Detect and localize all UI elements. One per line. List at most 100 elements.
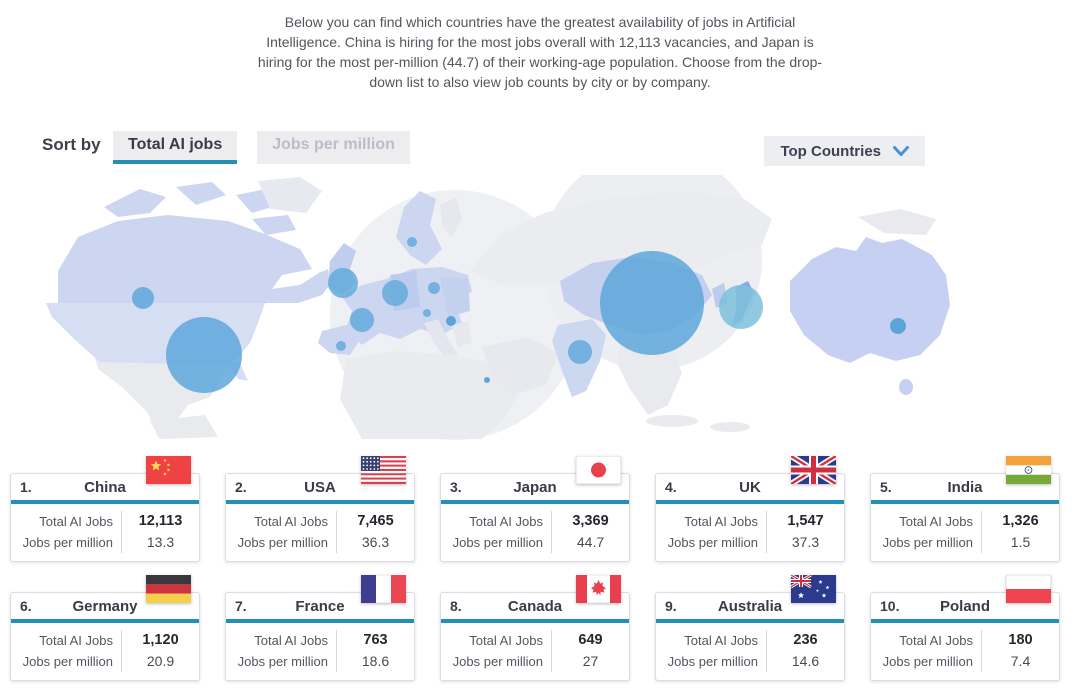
country-card-uk[interactable]: 4. UK Total AI Jobs 1,547 Jobs per milli… xyxy=(655,456,845,562)
intro-text: Below you can find which countries have … xyxy=(257,14,823,90)
tab-total-ai-jobs[interactable]: Total AI jobs xyxy=(113,131,238,164)
country-card-germany[interactable]: 6. Germany Total AI Jobs 1,120 Jobs per … xyxy=(10,575,200,681)
total-jobs-label: Total AI Jobs xyxy=(254,633,328,648)
total-jobs-label: Total AI Jobs xyxy=(684,514,758,529)
total-jobs-label: Total AI Jobs xyxy=(254,514,328,529)
total-jobs-value: 763 xyxy=(336,630,414,651)
canada-flag-icon xyxy=(576,575,621,603)
india-flag-icon xyxy=(1006,456,1051,484)
rank-label: 4. xyxy=(665,479,677,495)
japan-flag-icon xyxy=(576,456,621,484)
country-card-poland[interactable]: 10. Poland Total AI Jobs 180 Jobs per mi… xyxy=(870,575,1060,681)
country-card-australia[interactable]: 9. Australia Total AI Jobs 236 Jobs per … xyxy=(655,575,845,681)
rank-label: 5. xyxy=(880,479,892,495)
country-name: Canada xyxy=(507,598,563,615)
country-card-india[interactable]: 5. India Total AI Jobs 1,326 Jobs per mi… xyxy=(870,456,1060,562)
per-million-label: Jobs per million xyxy=(22,535,113,550)
country-card-japan[interactable]: 3. Japan Total AI Jobs 3,369 Jobs per mi… xyxy=(440,456,630,562)
accent-bar xyxy=(871,619,1059,623)
per-million-label: Jobs per million xyxy=(882,654,973,669)
map-bubble-spain[interactable] xyxy=(336,341,346,351)
total-jobs-value: 3,369 xyxy=(551,511,629,532)
per-million-label: Jobs per million xyxy=(452,654,543,669)
total-jobs-value: 7,465 xyxy=(336,511,414,532)
map-bubbles[interactable] xyxy=(132,237,906,393)
top-countries-dropdown[interactable]: Top Countries xyxy=(764,136,925,166)
per-million-label: Jobs per million xyxy=(882,535,973,550)
country-cards: 1. China Total AI Jobs 12,113 Jobs per m… xyxy=(10,456,1060,681)
uk-flag-icon xyxy=(791,456,836,484)
rank-label: 6. xyxy=(20,598,32,614)
map-bubble-israel[interactable] xyxy=(484,377,490,383)
chevron-down-icon xyxy=(893,145,909,156)
map-bubble-uk[interactable] xyxy=(328,268,358,298)
per-million-value: 20.9 xyxy=(121,651,199,672)
accent-bar xyxy=(11,500,199,504)
per-million-label: Jobs per million xyxy=(22,654,113,669)
accent-bar xyxy=(11,619,199,623)
usa-flag-icon xyxy=(361,456,406,484)
country-name: USA xyxy=(304,479,336,496)
per-million-value: 13.3 xyxy=(121,532,199,553)
country-name: France xyxy=(295,598,345,615)
map-bubble-china[interactable] xyxy=(600,251,704,355)
country-name: Japan xyxy=(513,479,557,496)
total-jobs-label: Total AI Jobs xyxy=(469,514,543,529)
per-million-value: 1.5 xyxy=(981,532,1059,553)
per-million-value: 7.4 xyxy=(981,651,1059,672)
rank-label: 1. xyxy=(20,479,32,495)
total-jobs-value: 1,120 xyxy=(121,630,199,651)
map-bubble-germany[interactable] xyxy=(382,280,408,306)
total-jobs-label: Total AI Jobs xyxy=(899,633,973,648)
world-map xyxy=(0,150,1080,440)
sort-by-label: Sort by xyxy=(42,135,101,154)
total-jobs-label: Total AI Jobs xyxy=(39,633,113,648)
per-million-value: 44.7 xyxy=(551,532,629,553)
total-jobs-value: 236 xyxy=(766,630,844,651)
country-card-china[interactable]: 1. China Total AI Jobs 12,113 Jobs per m… xyxy=(10,456,200,562)
map-bubble-netherlands[interactable] xyxy=(428,282,440,294)
accent-bar xyxy=(871,500,1059,504)
map-bubble-sweden[interactable] xyxy=(407,237,417,247)
map-bubble-australia[interactable] xyxy=(890,318,906,334)
country-name: Poland xyxy=(939,598,990,615)
poland-flag-icon xyxy=(1006,575,1051,603)
map-bubble-austria[interactable] xyxy=(423,309,431,317)
per-million-label: Jobs per million xyxy=(237,535,328,550)
country-name: UK xyxy=(739,479,761,496)
total-jobs-label: Total AI Jobs xyxy=(899,514,973,529)
accent-bar xyxy=(441,619,629,623)
total-jobs-label: Total AI Jobs xyxy=(39,514,113,529)
map-bubble-japan[interactable] xyxy=(719,285,763,329)
country-card-canada[interactable]: 8. Canada Total AI Jobs 649 Jobs per mil… xyxy=(440,575,630,681)
country-card-france[interactable]: 7. France Total AI Jobs 763 Jobs per mil… xyxy=(225,575,415,681)
rank-label: 7. xyxy=(235,598,247,614)
rank-label: 8. xyxy=(450,598,462,614)
map-bubble-france[interactable] xyxy=(350,308,374,332)
sort-tabs: Total AI jobs Jobs per million xyxy=(113,131,410,164)
per-million-value: 14.6 xyxy=(766,651,844,672)
accent-bar xyxy=(656,619,844,623)
total-jobs-value: 180 xyxy=(981,630,1059,651)
total-jobs-value: 12,113 xyxy=(121,511,199,532)
accent-bar xyxy=(226,619,414,623)
rank-label: 10. xyxy=(880,598,900,614)
map-bubble-canada[interactable] xyxy=(132,287,154,309)
map-bubble-india[interactable] xyxy=(568,340,592,364)
per-million-label: Jobs per million xyxy=(667,535,758,550)
map-bubble-czechia[interactable] xyxy=(446,316,456,326)
country-card-usa[interactable]: 2. USA Total AI Jobs 7,465 Jobs per mill… xyxy=(225,456,415,562)
rank-label: 2. xyxy=(235,479,247,495)
tab-jobs-per-million[interactable]: Jobs per million xyxy=(257,131,410,164)
china-flag-icon xyxy=(146,456,191,484)
france-flag-icon xyxy=(361,575,406,603)
germany-flag-icon xyxy=(146,575,191,603)
total-jobs-value: 649 xyxy=(551,630,629,651)
dropdown-label: Top Countries xyxy=(780,142,881,160)
country-name: China xyxy=(84,479,126,496)
map-bubble-usa[interactable] xyxy=(166,317,242,393)
per-million-label: Jobs per million xyxy=(237,654,328,669)
total-jobs-label: Total AI Jobs xyxy=(469,633,543,648)
rank-label: 3. xyxy=(450,479,462,495)
